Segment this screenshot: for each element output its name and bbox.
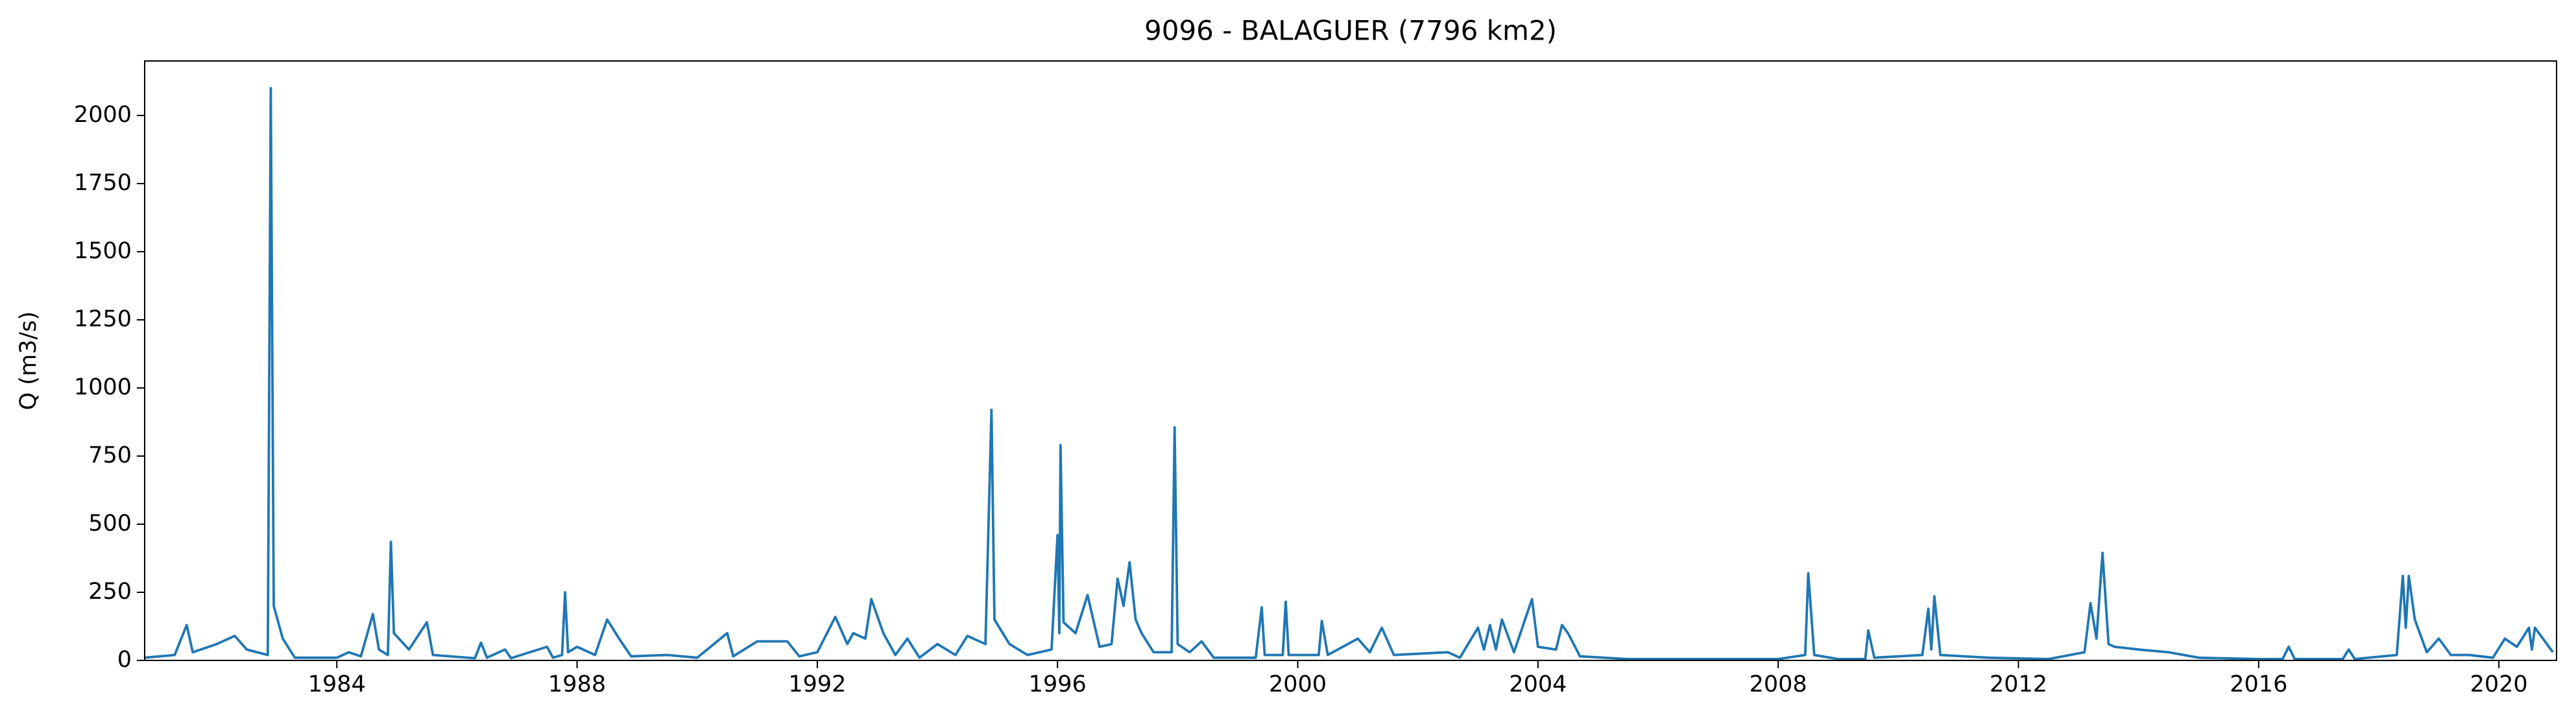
y-tick-label: 1750	[74, 170, 132, 196]
x-tick-label: 2008	[1750, 671, 1807, 697]
y-tick-label: 0	[117, 647, 132, 673]
y-tick-label: 750	[88, 442, 132, 468]
y-axis-label: Q (m3/s)	[16, 311, 42, 410]
y-tick-label: 500	[88, 511, 132, 537]
x-tick-label: 1996	[1029, 671, 1087, 697]
x-tick-label: 2016	[2230, 671, 2287, 697]
x-tick-label: 2020	[2470, 671, 2528, 697]
x-tick-label: 1988	[548, 671, 606, 697]
chart-title: 9096 - BALAGUER (7796 km2)	[1144, 15, 1557, 47]
plot-frame	[144, 60, 2557, 661]
x-tick-label: 1992	[788, 671, 846, 697]
y-tick-label: 250	[88, 579, 132, 605]
y-tick-label: 1000	[74, 374, 132, 400]
x-tick-label: 1984	[308, 671, 366, 697]
y-tick-label: 1500	[74, 238, 132, 264]
data-line	[144, 87, 2554, 660]
y-tick-label: 2000	[74, 102, 132, 128]
y-tick-label: 1250	[74, 306, 132, 332]
x-tick-label: 2000	[1269, 671, 1327, 697]
x-tick-label: 2012	[1990, 671, 2047, 697]
x-tick-label: 2004	[1509, 671, 1567, 697]
